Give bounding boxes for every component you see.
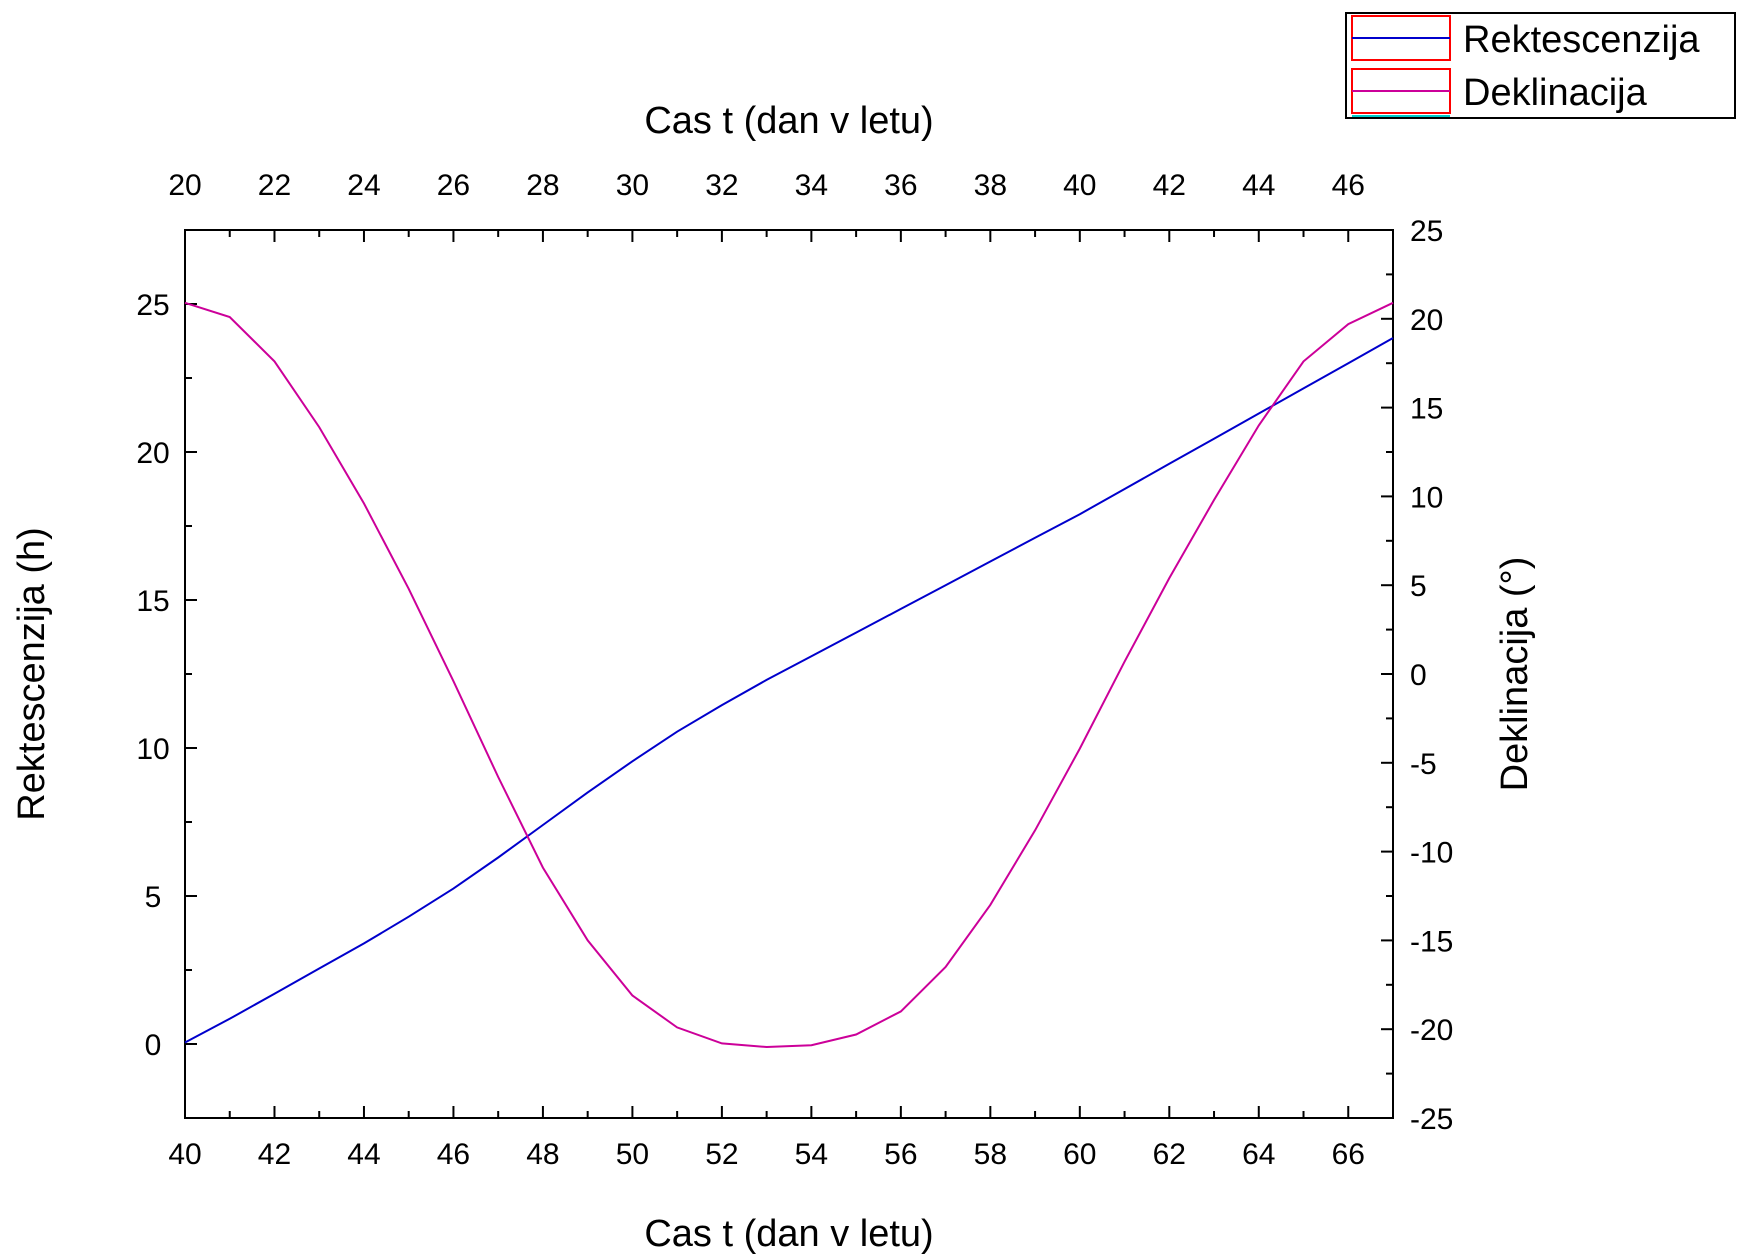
x-top-tick-label: 38 (974, 169, 1007, 202)
series-layer (184, 301, 1394, 1049)
x-bottom-tick-label: 46 (437, 1138, 470, 1171)
x-top-tick-label: 44 (1242, 169, 1275, 202)
y-left-tick-label: 5 (145, 881, 162, 914)
x-bottom-tick-label: 44 (347, 1138, 380, 1171)
x-top-tick-label: 26 (437, 169, 470, 202)
y-right-tick-label: -15 (1410, 925, 1453, 958)
x-bottom-tick-label: 42 (258, 1138, 291, 1171)
y-right-tick-label: 20 (1410, 304, 1443, 337)
x-axis-title-top: Cas t (dan v letu) (644, 100, 933, 142)
x-top-tick-label: 20 (168, 169, 201, 202)
x-bottom-tick-label: 60 (1063, 1138, 1096, 1171)
legend-label-deklinacija: Deklinacija (1463, 72, 1648, 114)
legend-box (1345, 12, 1736, 119)
series-line-rektescenzija (184, 337, 1394, 1044)
x-top-tick-label: 30 (616, 169, 649, 202)
x-top-tick-label: 40 (1063, 169, 1096, 202)
y-right-tick-label: 15 (1410, 393, 1443, 426)
x-bottom-tick-label: 52 (705, 1138, 738, 1171)
x-bottom-tick-label: 54 (795, 1138, 828, 1171)
x-bottom-tick-label: 50 (616, 1138, 649, 1171)
y-left-tick-label: 10 (136, 733, 169, 766)
y-right-tick-label: -20 (1410, 1014, 1453, 1047)
x-top-tick-label: 24 (347, 169, 380, 202)
x-top-tick-label: 46 (1332, 169, 1365, 202)
x-bottom-tick-label: 40 (168, 1138, 201, 1171)
y-right-tick-label: -25 (1410, 1103, 1453, 1136)
legend-label-rektescenzija: Rektescenzija (1463, 19, 1700, 61)
x-bottom-tick-label: 48 (526, 1138, 559, 1171)
x-top-tick-label: 34 (795, 169, 828, 202)
x-axis-title-bottom: Cas t (dan v letu) (644, 1213, 933, 1255)
y-left-tick-label: 0 (145, 1029, 162, 1062)
x-bottom-tick-label: 62 (1153, 1138, 1186, 1171)
y-axis-title-left: Rektescenzija (h) (11, 527, 53, 821)
series-line-deklinacija (184, 301, 1394, 1049)
y-left-tick-label: 20 (136, 437, 169, 470)
y-right-tick-label: 0 (1410, 659, 1427, 692)
x-bottom-tick-label: 58 (974, 1138, 1007, 1171)
y-right-tick-label: -5 (1410, 748, 1437, 781)
x-bottom-tick-label: 66 (1332, 1138, 1365, 1171)
y-right-tick-label: 10 (1410, 481, 1443, 514)
y-left-tick-label: 25 (136, 289, 169, 322)
legend: Rektescenzija Deklinacija (1345, 12, 1736, 119)
y-right-tick-label: 25 (1410, 215, 1443, 248)
x-top-tick-label: 28 (526, 169, 559, 202)
plot-frame (184, 229, 1394, 1119)
x-top-tick-label: 32 (705, 169, 738, 202)
x-bottom-tick-label: 64 (1242, 1138, 1275, 1171)
x-top-tick-label: 42 (1153, 169, 1186, 202)
y-axis-title-right: Deklinacija (°) (1494, 557, 1536, 792)
x-bottom-tick-label: 56 (884, 1138, 917, 1171)
y-right-tick-label: -10 (1410, 837, 1453, 870)
y-left-tick-label: 15 (136, 585, 169, 618)
x-top-tick-label: 22 (258, 169, 291, 202)
x-top-tick-label: 36 (884, 169, 917, 202)
y-right-tick-label: 5 (1410, 570, 1427, 603)
